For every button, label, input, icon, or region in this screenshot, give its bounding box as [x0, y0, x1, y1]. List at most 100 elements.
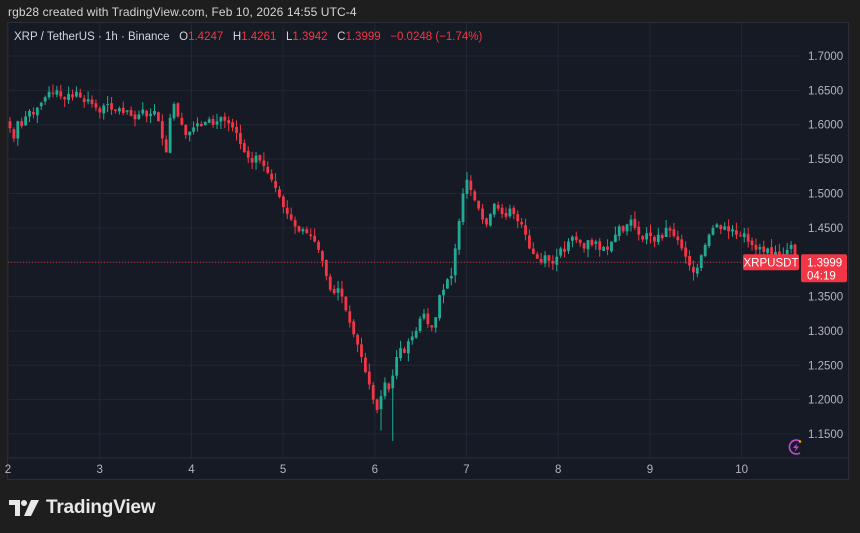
candle-down — [321, 251, 324, 261]
candle-up — [149, 113, 152, 116]
candle-up — [715, 224, 719, 228]
time-axis-label: 8 — [555, 464, 561, 476]
candle-down — [344, 296, 348, 311]
chart-pane[interactable] — [7, 22, 849, 480]
candle-down — [363, 357, 367, 373]
candle-down — [328, 276, 332, 290]
last-price-badge — [801, 254, 847, 283]
candle-down — [227, 120, 231, 124]
candle-up — [586, 240, 590, 250]
time-axis-label: 4 — [188, 464, 195, 476]
candle-down — [516, 214, 520, 221]
candle-down — [293, 220, 297, 227]
symbol-label[interactable]: XRP / TetherUS · 1h · Binance — [14, 31, 170, 43]
candle-down — [750, 240, 754, 246]
candle-up — [461, 193, 465, 223]
candle-up — [742, 233, 746, 238]
candle-down — [133, 114, 137, 120]
candle-up — [39, 102, 43, 107]
candle-down — [129, 110, 133, 116]
high-label: H — [232, 31, 242, 43]
candle-up — [508, 208, 512, 217]
candle-down — [668, 228, 672, 231]
candle-down — [719, 225, 723, 230]
candle-down — [367, 371, 371, 385]
candle-down — [770, 247, 773, 256]
candle-down — [340, 288, 344, 297]
candle-down — [90, 99, 94, 105]
candle-up — [695, 267, 699, 274]
price-axis-label: 1.5500 — [808, 154, 843, 166]
candle-up — [406, 341, 410, 354]
candle-up — [16, 121, 20, 139]
candle-down — [235, 126, 238, 133]
candle-down — [289, 214, 293, 220]
price-axis-label: 1.5000 — [808, 188, 843, 200]
candle-up — [414, 330, 418, 338]
candle-up — [410, 336, 414, 341]
candle-up — [446, 279, 449, 289]
candle-down — [621, 226, 625, 232]
candle-down — [485, 218, 488, 225]
candle-down — [242, 143, 246, 153]
time-axis-label: 10 — [735, 464, 748, 476]
tradingview-logo[interactable]: TradingView — [9, 497, 156, 519]
close-label: C — [337, 31, 346, 43]
candle-up — [629, 219, 633, 226]
candle-up — [192, 127, 195, 132]
candle-up — [617, 226, 621, 237]
candle-up — [86, 99, 90, 102]
candle-down — [578, 239, 582, 243]
candle-down — [637, 226, 641, 235]
candle-down — [746, 234, 750, 242]
close-value: 1.3999 — [345, 31, 381, 43]
candle-up — [449, 275, 453, 279]
time-axis-label: 2 — [5, 464, 11, 476]
candle-up — [645, 233, 648, 240]
candle-up — [610, 241, 613, 252]
candle-down — [649, 232, 652, 237]
open-value: 1.4247 — [188, 31, 224, 43]
candle-down — [8, 121, 12, 129]
candle-up — [28, 110, 31, 117]
bar-countdown: 04:19 — [807, 270, 836, 282]
candle-down — [680, 239, 684, 249]
candle-down — [688, 256, 691, 266]
lightning-icon[interactable] — [788, 439, 802, 455]
tradingview-wordmark: TradingView — [46, 497, 156, 518]
time-axis-label: 7 — [463, 464, 469, 476]
candle-up — [766, 248, 770, 254]
candle-down — [348, 311, 352, 323]
candle-down — [305, 229, 309, 234]
time-axis-label: 6 — [372, 464, 378, 476]
candle-down — [660, 235, 664, 239]
candle-down — [653, 236, 656, 242]
candle-up — [434, 317, 438, 328]
candle-down — [606, 246, 609, 250]
candle-down — [473, 191, 477, 201]
candle-up — [137, 114, 141, 119]
candle-down — [524, 225, 527, 235]
candle-down — [313, 235, 317, 242]
candle-up — [395, 357, 399, 376]
last-price-value: 1.3999 — [807, 257, 842, 269]
candle-up — [699, 255, 703, 269]
candle-down — [239, 132, 242, 144]
price-axis-label: 1.4500 — [808, 223, 843, 235]
candle-down — [403, 348, 406, 353]
price-axis-label: 1.1500 — [808, 429, 843, 441]
candle-down — [535, 254, 539, 259]
candle-down — [574, 236, 578, 241]
candle-down — [157, 112, 160, 122]
candle-up — [196, 123, 199, 127]
candle-down — [777, 251, 781, 257]
candle-down — [551, 261, 555, 264]
candle-down — [51, 92, 55, 94]
candle-up — [442, 289, 445, 296]
candle-down — [504, 213, 508, 217]
candle-down — [32, 111, 35, 115]
time-axis-label: 3 — [96, 464, 102, 476]
candle-up — [141, 109, 145, 114]
